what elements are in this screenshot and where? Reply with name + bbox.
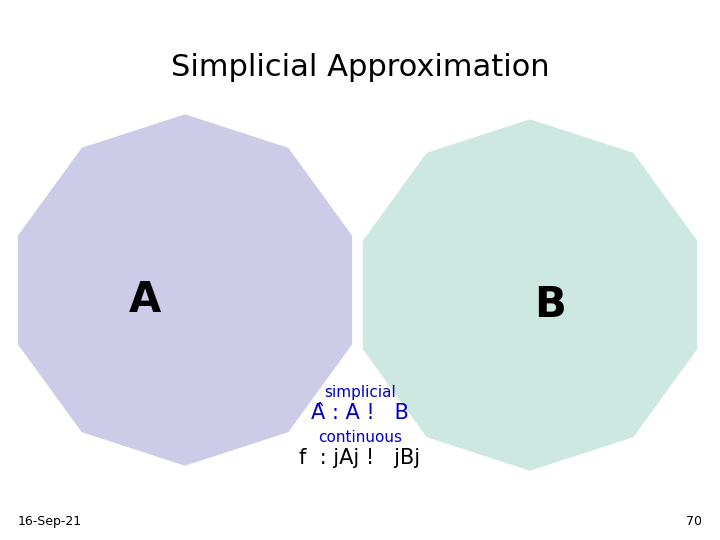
Text: f  : jAj !   jBj: f : jAj ! jBj [300, 448, 420, 468]
Text: 16-Sep-21: 16-Sep-21 [18, 515, 82, 528]
Text: Â : A !   B: Â : A ! B [311, 403, 409, 423]
Polygon shape [19, 115, 351, 465]
Text: B: B [534, 284, 566, 326]
Text: A: A [129, 279, 161, 321]
Text: simplicial: simplicial [324, 386, 396, 401]
Text: Simplicial Approximation: Simplicial Approximation [171, 53, 549, 83]
Polygon shape [364, 120, 696, 470]
Text: continuous: continuous [318, 429, 402, 444]
Text: 70: 70 [686, 515, 702, 528]
